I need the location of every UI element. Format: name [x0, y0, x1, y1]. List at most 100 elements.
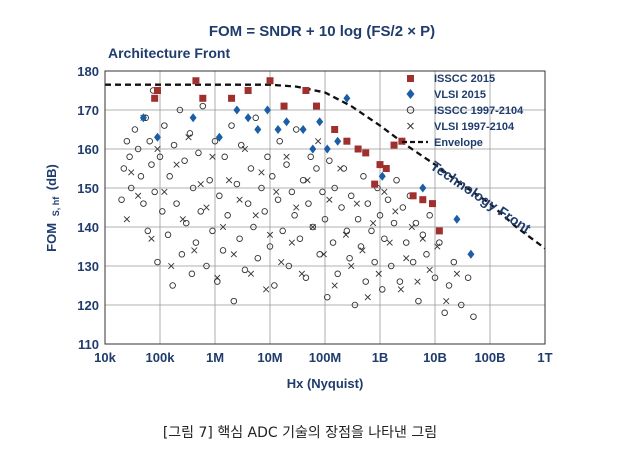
- point-vlsi-1997: [426, 266, 433, 274]
- point-vlsi-1997: [392, 208, 399, 215]
- point-vlsi-1997: [331, 282, 338, 289]
- point-issc-1997: [120, 165, 128, 172]
- point-issc-1997: [381, 235, 388, 242]
- point-issc-2015: [192, 77, 200, 85]
- y-tick-label: 180: [77, 64, 99, 79]
- point-issc-1997: [216, 192, 223, 200]
- technology-front-annotation: Technology Front: [428, 157, 534, 236]
- legend-marker-vlsi-1997: [407, 122, 414, 130]
- point-issc-1997: [127, 184, 135, 192]
- point-issc-1997: [409, 258, 417, 266]
- point-vlsi-1997: [309, 223, 316, 231]
- point-issc-1997: [209, 227, 216, 235]
- point-vlsi-1997: [252, 212, 259, 219]
- point-issc-1997: [309, 223, 317, 231]
- point-issc-1997: [347, 192, 355, 200]
- point-vlsi-1997: [191, 247, 198, 254]
- point-issc-1997: [329, 239, 337, 246]
- point-vlsi-1997: [148, 235, 155, 242]
- point-issc-2015: [428, 200, 436, 208]
- point-issc-1997: [396, 278, 404, 285]
- point-issc-1997: [412, 219, 420, 227]
- point-issc-1997: [291, 212, 298, 219]
- point-issc-1997: [279, 227, 286, 235]
- point-vlsi-1997: [230, 251, 237, 258]
- point-issc-1997: [264, 153, 271, 161]
- point-issc-1997: [146, 137, 153, 145]
- point-vlsi-1997: [370, 219, 377, 227]
- point-issc-1997: [192, 239, 200, 246]
- point-vlsi-1997: [414, 278, 421, 285]
- point-issc-1997: [321, 215, 329, 223]
- point-issc-2015: [244, 87, 252, 94]
- point-vlsi-2015: [309, 144, 317, 154]
- point-issc-1997: [178, 251, 186, 258]
- point-issc-1997: [203, 262, 210, 270]
- point-vlsi-1997: [262, 286, 270, 293]
- point-vlsi-1997: [288, 239, 296, 246]
- point-issc-1997: [221, 153, 228, 161]
- point-vlsi-1997: [320, 251, 327, 258]
- x-tick-label: 100B: [474, 350, 505, 365]
- point-vlsi-1997: [348, 262, 355, 270]
- point-vlsi-2015: [189, 113, 197, 123]
- point-issc-1997: [148, 161, 155, 168]
- point-issc-1997: [188, 270, 196, 278]
- y-axis-label: FOM S, hf (dB): [44, 164, 62, 252]
- point-issc-1997: [214, 278, 221, 285]
- point-vlsi-1997: [209, 153, 216, 160]
- point-vlsi-2015: [316, 117, 324, 127]
- point-issc-1997: [376, 212, 384, 219]
- point-vlsi-2015: [323, 144, 331, 154]
- point-issc-1997: [368, 227, 375, 235]
- point-issc-1997: [313, 165, 320, 172]
- point-issc-1997: [156, 153, 164, 161]
- point-vlsi-1997: [434, 243, 441, 250]
- point-issc-1997: [464, 274, 472, 281]
- point-issc-2015: [343, 137, 351, 145]
- point-issc-1997: [269, 173, 276, 180]
- point-issc-2015: [228, 94, 236, 102]
- point-issc-1997: [283, 161, 290, 168]
- point-issc-1997: [250, 223, 257, 231]
- point-vlsi-1997: [359, 247, 366, 254]
- point-issc-1997: [299, 176, 307, 184]
- point-issc-2015: [266, 77, 274, 85]
- point-issc-1997: [144, 227, 152, 235]
- point-issc-1997: [199, 102, 207, 110]
- point-vlsi-1997: [185, 134, 192, 141]
- point-issc-1997: [402, 239, 410, 246]
- point-vlsi-2015: [254, 125, 262, 134]
- point-vlsi-1997: [128, 169, 135, 176]
- point-issc-1997: [181, 157, 188, 164]
- point-issc-2015: [151, 94, 159, 102]
- point-vlsi-1997: [241, 145, 249, 153]
- y-tick-label: 110: [78, 337, 99, 352]
- legend-label-vlsi-1997: VLSI 1997-2104: [434, 121, 515, 133]
- point-issc-1997: [296, 235, 304, 242]
- point-issc-1997: [288, 188, 296, 196]
- point-vlsi-2015: [467, 249, 475, 259]
- point-issc-1997: [326, 157, 333, 164]
- point-issc-1997: [351, 301, 359, 309]
- point-issc-2015: [376, 161, 384, 169]
- point-issc-1997: [211, 137, 219, 145]
- point-vlsi-2015: [274, 125, 282, 134]
- point-issc-1997: [236, 235, 243, 242]
- point-vlsi-1997: [315, 138, 322, 145]
- y-tick-label: 170: [77, 103, 99, 118]
- point-issc-2015: [354, 145, 362, 153]
- point-vlsi-1997: [353, 200, 361, 207]
- point-issc-1997: [189, 184, 197, 192]
- point-vlsi-1997: [161, 188, 168, 196]
- point-vlsi-1997: [154, 145, 161, 153]
- point-issc-1997: [364, 200, 372, 207]
- point-issc-1997: [362, 278, 369, 285]
- point-vlsi-1997: [386, 239, 393, 246]
- legend: ISSCC 2015 VLSI 2015 ISSCC 1997-2104 VLS…: [402, 73, 524, 149]
- point-vlsi-1997: [258, 169, 265, 176]
- point-issc-1997: [415, 297, 422, 305]
- x-tick-label: 100M: [309, 350, 342, 365]
- y-tick-labels: 110 120 130 140 150 160 170 180: [77, 64, 99, 352]
- point-issc-1997: [346, 254, 353, 262]
